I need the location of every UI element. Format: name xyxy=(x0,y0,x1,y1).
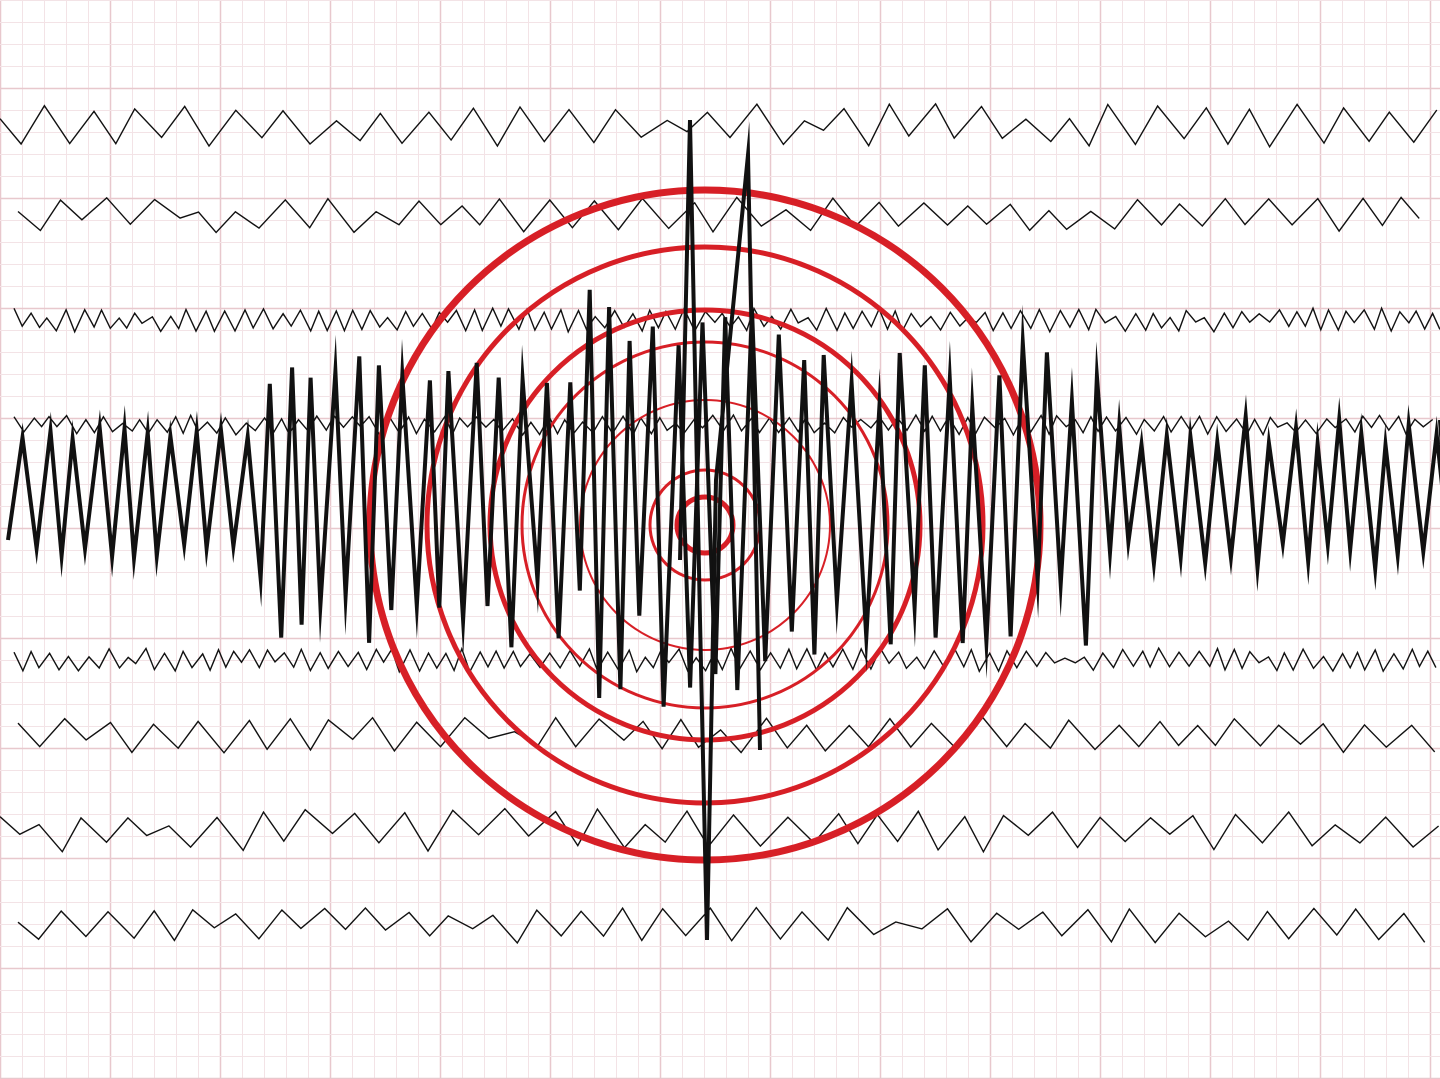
thin-trace xyxy=(17,196,1420,234)
main-seismic-trace xyxy=(6,119,1440,941)
thin-trace xyxy=(17,716,1436,754)
thin-trace xyxy=(0,807,1440,854)
thin-trace xyxy=(17,906,1426,945)
thin-trace xyxy=(0,102,1438,149)
peak-spike xyxy=(678,119,762,941)
main-trace-line xyxy=(6,289,1440,707)
thin-trace xyxy=(13,646,1437,674)
